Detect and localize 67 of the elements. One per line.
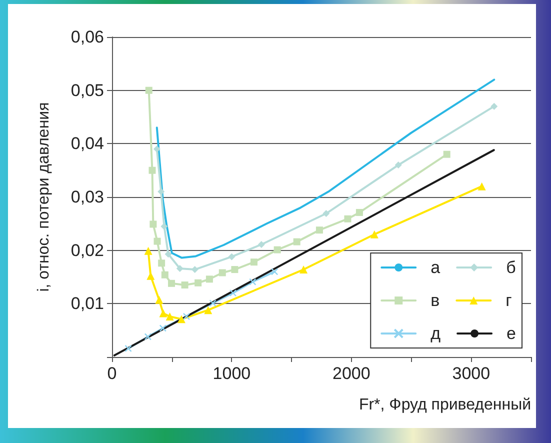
point — [158, 260, 166, 267]
point — [144, 333, 152, 340]
point — [150, 220, 157, 228]
y-axis-title: i, относ. потери давления — [36, 102, 52, 292]
y-tick-label: 0,06 — [70, 28, 104, 46]
point — [145, 86, 152, 94]
legend-label: в — [430, 291, 440, 310]
legend-label: а — [430, 258, 441, 277]
point — [250, 258, 258, 266]
legend-label: д — [430, 324, 441, 343]
point — [370, 230, 378, 238]
y-tick-label: 0,04 — [70, 134, 104, 154]
point — [154, 238, 161, 245]
point — [274, 246, 281, 254]
point — [322, 210, 330, 218]
point — [191, 266, 198, 274]
point — [177, 315, 186, 324]
point — [148, 166, 156, 174]
x-axis-title: Fr*, Фруд приведенный — [358, 396, 531, 414]
point — [204, 306, 212, 314]
point — [158, 188, 165, 196]
point — [300, 266, 308, 274]
point — [218, 269, 226, 276]
point — [231, 266, 238, 274]
point — [194, 279, 202, 286]
x-tick-label: 2000 — [332, 364, 370, 383]
point — [160, 222, 168, 230]
point — [176, 264, 184, 272]
point — [206, 276, 213, 283]
line-series — [156, 78, 496, 259]
point — [229, 289, 237, 297]
point — [344, 215, 352, 222]
point — [164, 250, 172, 258]
point — [124, 344, 132, 352]
point — [159, 324, 166, 332]
legend-label: г — [506, 291, 512, 310]
x-tick-label: 3000 — [452, 364, 490, 383]
point — [168, 280, 175, 287]
point — [153, 146, 160, 152]
point — [293, 238, 300, 246]
y-tick-label: 0,05 — [70, 80, 104, 100]
point — [249, 278, 256, 286]
point — [181, 282, 188, 288]
point — [478, 182, 486, 190]
point — [144, 246, 152, 255]
point — [443, 150, 450, 158]
point — [155, 296, 164, 304]
y-tick-label: 0,03 — [70, 188, 104, 206]
point — [159, 309, 168, 318]
y-tick-label: 0,01 — [70, 294, 104, 314]
point — [394, 162, 402, 168]
point — [228, 253, 236, 260]
legend-label: б — [506, 258, 516, 277]
point — [182, 312, 190, 320]
x-tick-label: 1000 — [212, 364, 251, 383]
x-tick-label: 0 — [107, 364, 117, 383]
point — [146, 272, 155, 280]
point — [258, 240, 265, 248]
point — [490, 102, 498, 110]
point — [166, 312, 174, 320]
point — [316, 226, 323, 234]
point — [270, 268, 278, 276]
y-tick-label: 0,02 — [70, 240, 104, 260]
point — [356, 208, 363, 216]
point — [161, 271, 168, 278]
legend-label: е — [506, 324, 516, 343]
point — [209, 300, 216, 307]
